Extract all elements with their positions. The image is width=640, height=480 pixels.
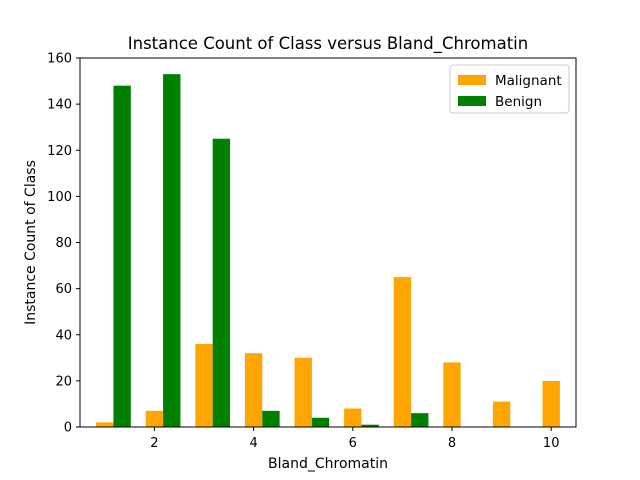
bar-benign-5 bbox=[311, 417, 330, 427]
bar-malignant-1 bbox=[96, 422, 114, 427]
plot-frame bbox=[79, 57, 577, 428]
bar-malignant-8 bbox=[443, 362, 461, 427]
bar-malignant-2 bbox=[145, 410, 164, 427]
y-tick-label: 160 bbox=[47, 52, 72, 67]
x-tick-label: 8 bbox=[448, 436, 456, 451]
y-tick-label: 140 bbox=[47, 98, 72, 113]
y-tick-label: 0 bbox=[64, 421, 72, 436]
bar-benign-1 bbox=[113, 85, 131, 428]
y-tick-label: 80 bbox=[55, 236, 72, 251]
bar-malignant-3 bbox=[195, 343, 213, 427]
x-tick-label: 4 bbox=[249, 436, 257, 451]
bar-benign-4 bbox=[262, 410, 280, 427]
legend: Malignant Benign bbox=[449, 64, 570, 114]
x-tick-label: 6 bbox=[349, 436, 357, 451]
bar-benign-7 bbox=[411, 413, 429, 427]
x-axis-title: Bland_Chromatin bbox=[268, 456, 388, 472]
bar-malignant-10 bbox=[542, 380, 560, 427]
y-tick-label: 40 bbox=[55, 328, 72, 343]
y-tick-label: 60 bbox=[55, 282, 72, 297]
bar-malignant-4 bbox=[244, 353, 263, 427]
bar-malignant-6 bbox=[344, 408, 362, 427]
chart-title: Instance Count of Class versus Bland_Chr… bbox=[128, 34, 528, 54]
bar-malignant-7 bbox=[393, 277, 412, 427]
bar-benign-2 bbox=[163, 74, 181, 428]
bar-benign-6 bbox=[361, 424, 379, 427]
y-tick-label: 120 bbox=[47, 144, 72, 159]
x-tick-label: 10 bbox=[543, 436, 560, 451]
y-tick-label: 20 bbox=[55, 374, 72, 389]
y-axis-title: Instance Count of Class bbox=[23, 160, 39, 325]
bars-layer bbox=[96, 74, 560, 428]
bar-malignant-5 bbox=[294, 357, 312, 427]
legend-swatch-benign bbox=[458, 96, 486, 106]
bar-malignant-9 bbox=[492, 401, 511, 427]
legend-label-malignant: Malignant bbox=[495, 73, 562, 89]
legend-label-benign: Benign bbox=[495, 94, 542, 110]
x-tick-label: 2 bbox=[150, 436, 158, 451]
bar-benign-3 bbox=[212, 138, 231, 427]
y-tick-label: 100 bbox=[47, 190, 72, 205]
legend-swatch-malignant bbox=[458, 75, 486, 85]
